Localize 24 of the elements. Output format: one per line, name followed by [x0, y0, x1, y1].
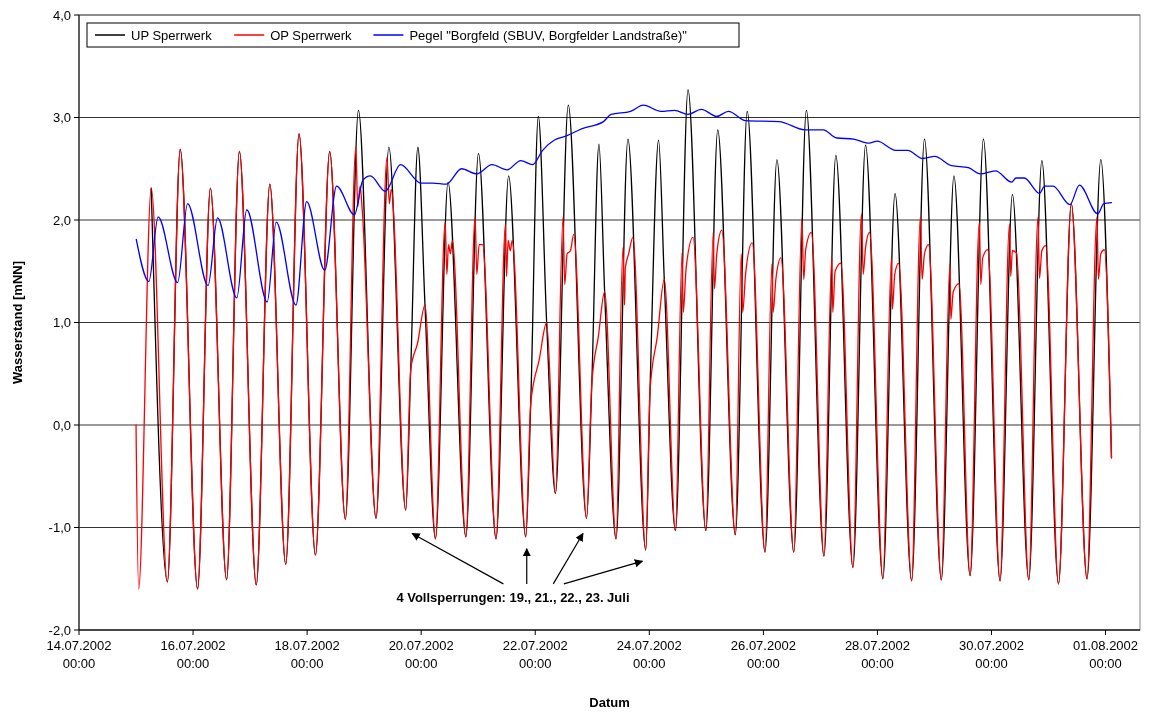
x-tick-label: 30.07.2002 00:00 — [958, 638, 1025, 671]
y-axis-title: Wasserstand [mNN] — [10, 260, 25, 385]
x-tick-label: 20.07.2002 00:00 — [388, 638, 454, 671]
x-tick-label: 26.07.2002 00:00 — [730, 638, 796, 671]
line-series — [135, 104, 1113, 306]
annotation: 4 Vollsperrungen: 19., 21., 22., 23. Juli — [396, 590, 630, 606]
y-tick-label: 3,0 — [52, 110, 71, 125]
x-tick-label: 28.07.2002 00:00 — [844, 638, 910, 671]
y-tick-label: 4,0 — [52, 7, 71, 23]
x-tick-label: 22.07.2002 00:00 — [502, 638, 568, 671]
y-tick-label: 2,0 — [52, 212, 71, 228]
x-tick-label: 14.07.2002 00:00 — [46, 638, 112, 671]
legend-label: UP Sperrwerk — [131, 27, 213, 43]
x-tick-label: 18.07.2002 00:00 — [274, 638, 340, 671]
y-tick-label: -2,0 — [48, 622, 71, 638]
y-tick-label: 1,0 — [52, 315, 71, 330]
x-tick-label: 01.08.2002 00:00 — [1073, 638, 1139, 671]
x-axis-title: Datum — [589, 695, 630, 710]
x-tick-label: 24.07.2002 00:00 — [616, 638, 682, 671]
x-tick-label: 16.07.2002 00:00 — [160, 638, 226, 671]
legend-label: Pegel "Borgfeld (SBUV, Borgfelder Landstraße)" — [409, 27, 688, 43]
y-tick-label: 0,0 — [52, 417, 71, 433]
legend-label: OP Sperrwerk — [270, 27, 353, 43]
y-tick-label: -1,0 — [48, 520, 71, 535]
